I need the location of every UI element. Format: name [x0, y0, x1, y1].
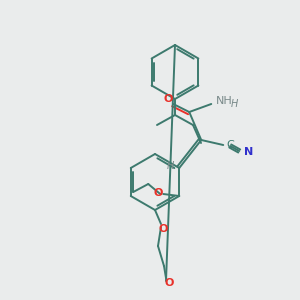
Text: H: H	[167, 161, 174, 171]
Text: N: N	[244, 147, 254, 157]
Text: H: H	[230, 99, 238, 109]
Text: NH: NH	[216, 96, 233, 106]
Text: C: C	[226, 140, 234, 150]
Text: O: O	[158, 224, 168, 234]
Text: O: O	[164, 94, 173, 104]
Text: O: O	[164, 278, 174, 288]
Text: O: O	[154, 188, 163, 198]
